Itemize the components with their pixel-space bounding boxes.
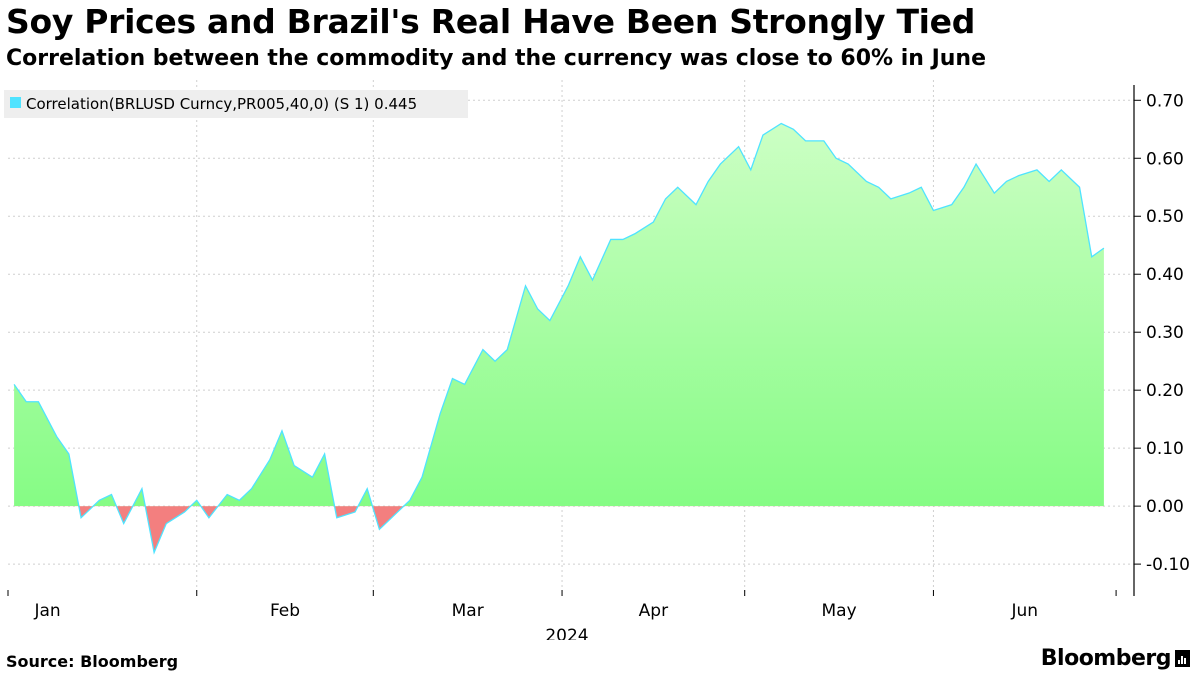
correlation-series-line: [13, 122, 1105, 555]
legend-box: [4, 90, 468, 118]
x-tick-label: Jan: [33, 601, 60, 621]
y-tick-label: 0.50: [1146, 207, 1184, 227]
year-label: 2024: [545, 626, 588, 640]
source-note: Source: Bloomberg: [6, 652, 179, 671]
legend-label: Correlation(BRLUSD Curncy,PR005,40,0) (S…: [26, 95, 417, 113]
y-tick-label: -0.10: [1146, 555, 1190, 575]
y-tick-label: 0.00: [1146, 497, 1184, 517]
correlation-chart: 0.70 0.60 0.50 0.40 0.30 0.20 0.10 0.00 -0.10 Jan…: [4, 80, 1190, 640]
y-tick-label: 0.40: [1146, 265, 1184, 285]
brand-text: Bloomberg: [1040, 646, 1172, 671]
chart-title: Soy Prices and Brazil's Real Have Been S…: [6, 2, 976, 41]
y-tick-label: 0.60: [1146, 149, 1184, 169]
y-tick-label: 0.10: [1146, 439, 1184, 459]
x-tick-label: May: [821, 601, 856, 621]
y-tick-label: 0.30: [1146, 323, 1184, 343]
bloomberg-chart-icon: [1175, 650, 1190, 667]
chart-subtitle: Correlation between the commodity and th…: [6, 46, 987, 71]
x-tick-label: Feb: [270, 601, 300, 621]
y-tick-label: 0.20: [1146, 381, 1184, 401]
positive-area: [14, 123, 1104, 507]
y-tick-label: 0.70: [1146, 91, 1184, 111]
negative-area: [14, 506, 1104, 553]
bloomberg-logo: Bloomberg: [1041, 646, 1190, 671]
x-tick-label: Mar: [452, 601, 484, 621]
x-tick-label: Apr: [639, 601, 668, 621]
legend-swatch: [10, 97, 21, 108]
x-tick-label: Jun: [1010, 601, 1038, 621]
